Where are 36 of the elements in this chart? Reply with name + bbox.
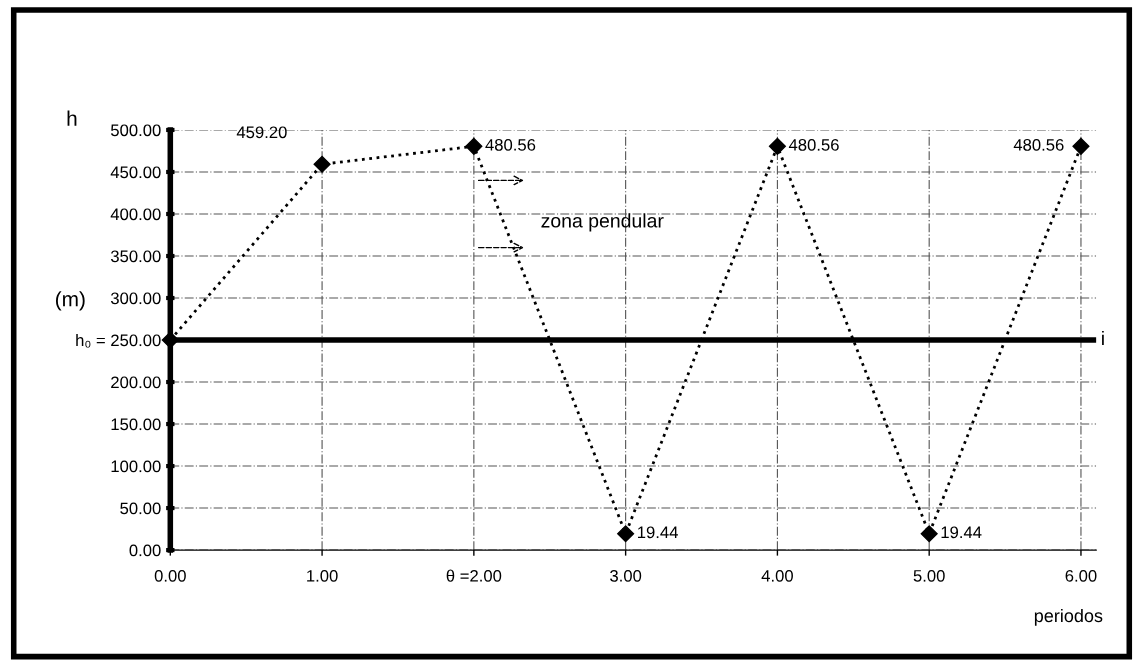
point <box>920 525 938 543</box>
x-tick-label: 3.00 <box>610 569 642 582</box>
x-tick-label: θ =2.00 <box>446 569 502 582</box>
point <box>465 137 483 155</box>
data-label: 480.56 <box>485 138 536 151</box>
y-tick-label: 300.00 <box>110 292 161 305</box>
x-tick-label: 1.00 <box>307 569 338 582</box>
point <box>161 331 179 349</box>
annotation: zona pendular <box>541 213 664 232</box>
y-tick-label: 400.00 <box>110 208 161 221</box>
x-tick-label: 0.00 <box>154 569 186 582</box>
data-label: 480.56 <box>788 138 839 151</box>
data-label: 19.44 <box>638 526 678 539</box>
y-tick-label: 0.00 <box>129 544 161 557</box>
y-axis-title: (m) <box>56 291 85 311</box>
point <box>1072 137 1090 155</box>
x-tick-label: 6.00 <box>1065 569 1097 582</box>
y-tick-label: 100.00 <box>111 460 161 473</box>
data-label: 480.56 <box>1013 138 1064 151</box>
text: h <box>67 110 77 126</box>
y-tick-label: 200.00 <box>111 376 161 389</box>
y-tick-label: 500.00 <box>110 124 161 137</box>
y-tick-label: h₀ = 250.00 <box>76 333 161 348</box>
y-tick-label: 150.00 <box>111 418 161 431</box>
point <box>313 155 331 173</box>
point <box>768 137 786 155</box>
y-tick-label: 350.00 <box>110 250 161 263</box>
x-tick-label: 4.00 <box>761 569 793 582</box>
data-label: 459.20 <box>236 126 287 139</box>
x-tick-label: 5.00 <box>913 569 945 582</box>
point <box>617 525 635 543</box>
y-tick-label: 50.00 <box>120 502 161 515</box>
x-axis-title: periodos <box>1034 608 1103 626</box>
y-tick-label: 450.00 <box>110 166 161 179</box>
ref-line-label: i <box>1102 330 1104 346</box>
data-label: 19.44 <box>941 526 982 539</box>
